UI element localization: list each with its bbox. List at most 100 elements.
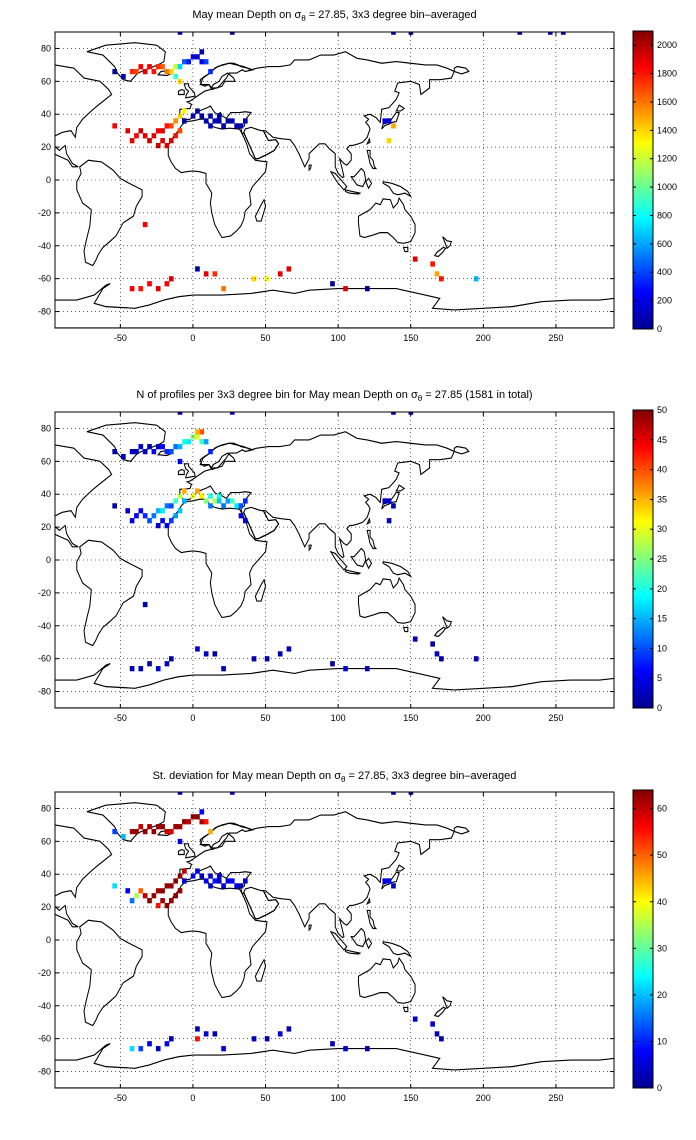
- colorbar-tick-label: 400: [657, 267, 672, 277]
- data-bin: [391, 503, 396, 509]
- data-bin: [195, 814, 200, 820]
- data-bin: [234, 883, 239, 889]
- data-bin: [434, 651, 440, 657]
- colorbar-tick-label: 20: [657, 584, 667, 594]
- data-bin: [151, 893, 157, 899]
- data-bin: [164, 143, 170, 149]
- data-bin: [177, 838, 183, 845]
- x-tick-label: 250: [548, 333, 563, 343]
- data-bin: [277, 271, 283, 277]
- data-bin: [155, 666, 161, 672]
- x-tick-label: 250: [548, 1093, 563, 1103]
- y-tick-label: 60: [41, 836, 51, 846]
- data-bin: [243, 518, 248, 524]
- colorbar: [632, 30, 654, 330]
- data-bin: [177, 508, 183, 514]
- data-bin: [121, 453, 126, 460]
- data-bin: [386, 498, 392, 504]
- data-bin: [142, 513, 148, 519]
- data-bin: [391, 412, 396, 415]
- x-tick-label: 50: [261, 713, 271, 723]
- data-bin: [177, 888, 183, 894]
- data-bin: [439, 276, 444, 282]
- data-bin: [134, 893, 139, 899]
- x-tick-label: -50: [114, 713, 127, 723]
- data-bin: [112, 503, 118, 509]
- data-bin: [412, 636, 418, 642]
- data-bin: [382, 498, 388, 504]
- data-bin: [173, 133, 178, 139]
- data-bin: [195, 1036, 200, 1042]
- x-tick-label: 100: [331, 1093, 346, 1103]
- x-tick-label: 250: [548, 713, 563, 723]
- data-bin: [238, 513, 244, 519]
- y-tick-label: 80: [41, 803, 51, 813]
- data-bin: [212, 498, 218, 504]
- data-bin: [229, 118, 235, 124]
- data-bin: [286, 266, 292, 272]
- y-tick-label: -80: [38, 687, 51, 697]
- data-bin: [229, 498, 235, 504]
- data-bin: [212, 1031, 218, 1037]
- data-bin: [343, 666, 348, 672]
- colorbar-tick-label: 40: [657, 465, 667, 475]
- data-bin: [138, 444, 144, 450]
- data-bin: [382, 878, 388, 884]
- data-bin: [277, 1031, 283, 1037]
- data-bin: [168, 449, 174, 455]
- data-bin: [129, 518, 135, 524]
- data-bin: [212, 878, 218, 884]
- data-bin: [155, 523, 161, 529]
- data-bin: [125, 508, 131, 514]
- y-tick-label: -80: [38, 1067, 51, 1077]
- data-bin: [129, 666, 135, 672]
- data-bin: [138, 666, 144, 672]
- data-bin: [147, 518, 152, 524]
- data-bin: [168, 138, 174, 144]
- data-bin: [112, 449, 118, 455]
- colorbar-tick-label: 800: [657, 210, 672, 220]
- data-bin: [177, 493, 183, 499]
- data-bin: [203, 819, 209, 825]
- data-bin: [134, 829, 139, 835]
- data-bin: [186, 59, 192, 65]
- y-tick-label: 80: [41, 423, 51, 433]
- data-bin: [199, 49, 205, 55]
- data-bin: [134, 513, 139, 519]
- data-bin: [155, 824, 161, 830]
- data-bin: [177, 78, 183, 85]
- y-tick-label: 0: [46, 555, 51, 565]
- data-bin: [177, 824, 183, 830]
- data-bin: [112, 883, 118, 889]
- data-bin: [147, 138, 152, 144]
- data-bin: [168, 69, 174, 75]
- data-bin: [412, 1016, 418, 1022]
- data-bin: [225, 118, 231, 124]
- data-bin: [142, 601, 148, 608]
- data-bin: [434, 1031, 440, 1037]
- data-bin: [147, 1041, 152, 1047]
- data-bin: [142, 69, 148, 75]
- data-bin: [155, 64, 161, 70]
- data-bin: [168, 883, 174, 889]
- colorbar-tick-label: 2000: [657, 40, 677, 50]
- data-bin: [182, 108, 187, 114]
- data-bin: [160, 64, 165, 70]
- data-bin: [121, 73, 126, 80]
- data-bin: [129, 829, 135, 835]
- y-tick-label: 40: [41, 489, 51, 499]
- data-bin: [160, 128, 165, 134]
- map-area: [55, 412, 614, 708]
- data-bin: [173, 444, 178, 450]
- colorbar-tick-label: 1800: [657, 69, 677, 79]
- x-tick-label: 50: [261, 1093, 271, 1103]
- y-tick-label: 60: [41, 76, 51, 86]
- data-bin: [517, 32, 523, 35]
- colorbar-tick-label: 30: [657, 943, 667, 953]
- data-bin: [129, 898, 135, 904]
- data-bin: [168, 518, 174, 524]
- x-tick-label: 150: [403, 713, 418, 723]
- data-bin: [112, 69, 118, 75]
- data-bin: [364, 666, 370, 672]
- data-bin: [160, 138, 165, 144]
